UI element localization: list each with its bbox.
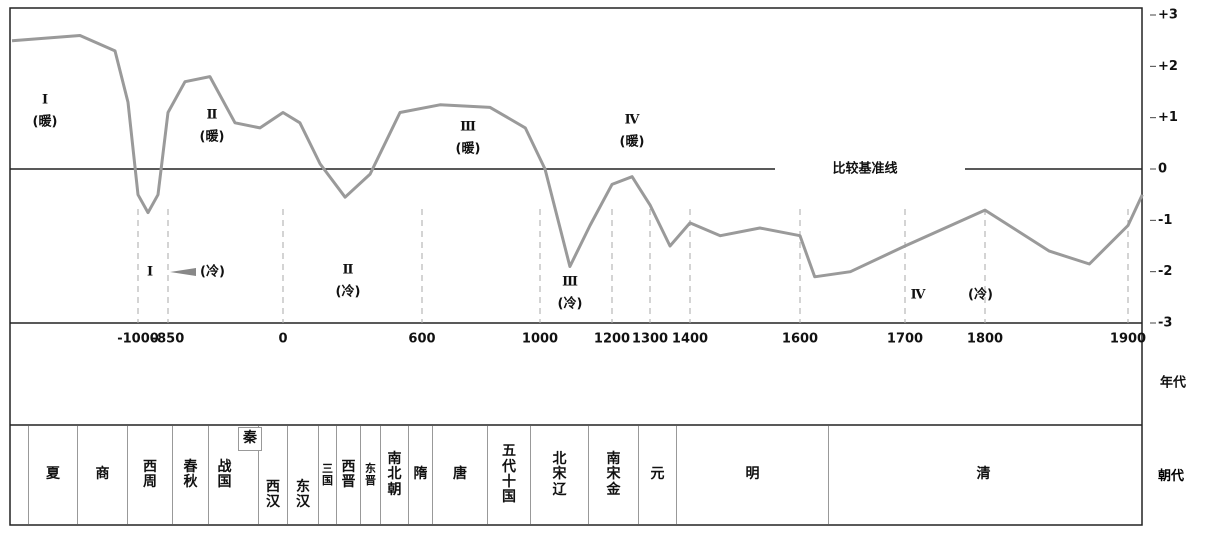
dynasty-cell: 商	[77, 426, 127, 524]
dynasty-name: 北宋辽	[552, 450, 567, 498]
period-label: Ⅲ	[460, 120, 476, 135]
y-tick-label: +2	[1158, 59, 1178, 74]
dynasty-cell: 秦	[238, 427, 262, 451]
period-note: (暖)	[456, 141, 481, 157]
dynasty-cell: 南宋金	[588, 426, 638, 524]
dynasty-cell: 西汉	[258, 426, 287, 524]
dynasty-name: 东汉	[295, 478, 310, 510]
dynasty-name: 唐	[452, 466, 467, 483]
dynasty-cell: 三国	[318, 426, 336, 524]
y-tick-label: +3	[1158, 8, 1178, 23]
dynasty-cell: 西周	[127, 426, 172, 524]
frame	[9, 7, 1143, 526]
y-tick-label: -2	[1158, 264, 1172, 279]
baseline-label: 比较基准线	[832, 161, 897, 177]
x-tick-label: 600	[408, 332, 435, 347]
dynasty-name: 西晋	[341, 458, 356, 490]
dynasty-name: 商	[95, 466, 110, 483]
dynasty-cell: 北宋辽	[530, 426, 588, 524]
period-note: (冷)	[200, 264, 225, 280]
temperature-curve	[11, 34, 1144, 279]
arrow	[170, 268, 196, 276]
x-tick-label: 1000	[522, 332, 558, 347]
dynasty-name: 三国	[322, 461, 333, 487]
dynasty-name: 明	[745, 466, 760, 483]
x-tick-label: -850	[152, 332, 185, 347]
period-label: Ⅰ	[147, 265, 153, 280]
dynasty-name: 战国	[217, 458, 232, 490]
period-note: (暖)	[620, 134, 645, 150]
dynasty-name: 南北朝	[387, 450, 402, 498]
period-label: Ⅱ	[343, 263, 354, 278]
dynasty-name: 元	[650, 466, 665, 483]
x-tick-label: 1900	[1110, 332, 1146, 347]
dynasty-name: 隋	[413, 466, 428, 483]
dynasty-cell: 唐	[432, 426, 487, 524]
dynasty-cell: 明	[676, 426, 828, 524]
x-tick-label: 0	[278, 332, 287, 347]
dynasty-name: 夏	[45, 466, 60, 483]
x-axis-label: 年代	[1160, 375, 1186, 391]
dynasty-cell: 五代十国	[487, 426, 530, 524]
y-tick-label: +1	[1158, 110, 1178, 125]
dynasty-cell: 清	[828, 426, 1138, 524]
dynasty-cell: 战国	[208, 426, 240, 524]
dynasty-name: 春秋	[183, 458, 198, 490]
dynasty-cell: 夏	[28, 426, 77, 524]
period-label: Ⅰ	[42, 93, 48, 108]
dynasty-cell: 隋	[408, 426, 432, 524]
dynasty-cell: 西晋	[336, 426, 360, 524]
dynasty-cell: 东晋	[360, 426, 380, 524]
dynasty-name: 南宋金	[606, 450, 621, 498]
period-label: Ⅳ	[911, 288, 926, 303]
dynasty-cell: 元	[638, 426, 676, 524]
x-tick-label: 1600	[782, 332, 818, 347]
dynasty-name: 东晋	[365, 461, 376, 487]
y-tick-label: 0	[1158, 162, 1167, 177]
x-tick-label: -1000	[117, 332, 159, 347]
x-tick-label: 1400	[672, 332, 708, 347]
dynasty-name: 西周	[142, 458, 157, 490]
period-note: (冷)	[558, 296, 583, 312]
dynasty-cell: 南北朝	[380, 426, 408, 524]
dynasty-name: 秦	[242, 430, 257, 447]
x-tick-label: 1800	[967, 332, 1003, 347]
x-tick-label: 1200	[594, 332, 630, 347]
dynasty-cell: 春秋	[172, 426, 208, 524]
period-label: Ⅲ	[562, 275, 578, 290]
y-tick-label: -3	[1158, 316, 1172, 331]
period-note: (暖)	[33, 114, 58, 130]
dynasty-cell: 东汉	[287, 426, 318, 524]
x-tick-label: 1300	[632, 332, 668, 347]
period-note: (冷)	[968, 287, 993, 303]
period-note: (暖)	[200, 129, 225, 145]
period-label: Ⅱ	[207, 108, 218, 123]
dynasty-name: 清	[976, 466, 991, 483]
period-note: (冷)	[336, 284, 361, 300]
x-tick-label: 1700	[887, 332, 923, 347]
row-label: 朝代	[1158, 469, 1185, 484]
y-tick-label: -1	[1158, 213, 1172, 228]
dynasty-name: 西汉	[265, 478, 280, 510]
dynasty-name: 五代十国	[501, 443, 516, 506]
period-label: Ⅳ	[625, 113, 640, 128]
